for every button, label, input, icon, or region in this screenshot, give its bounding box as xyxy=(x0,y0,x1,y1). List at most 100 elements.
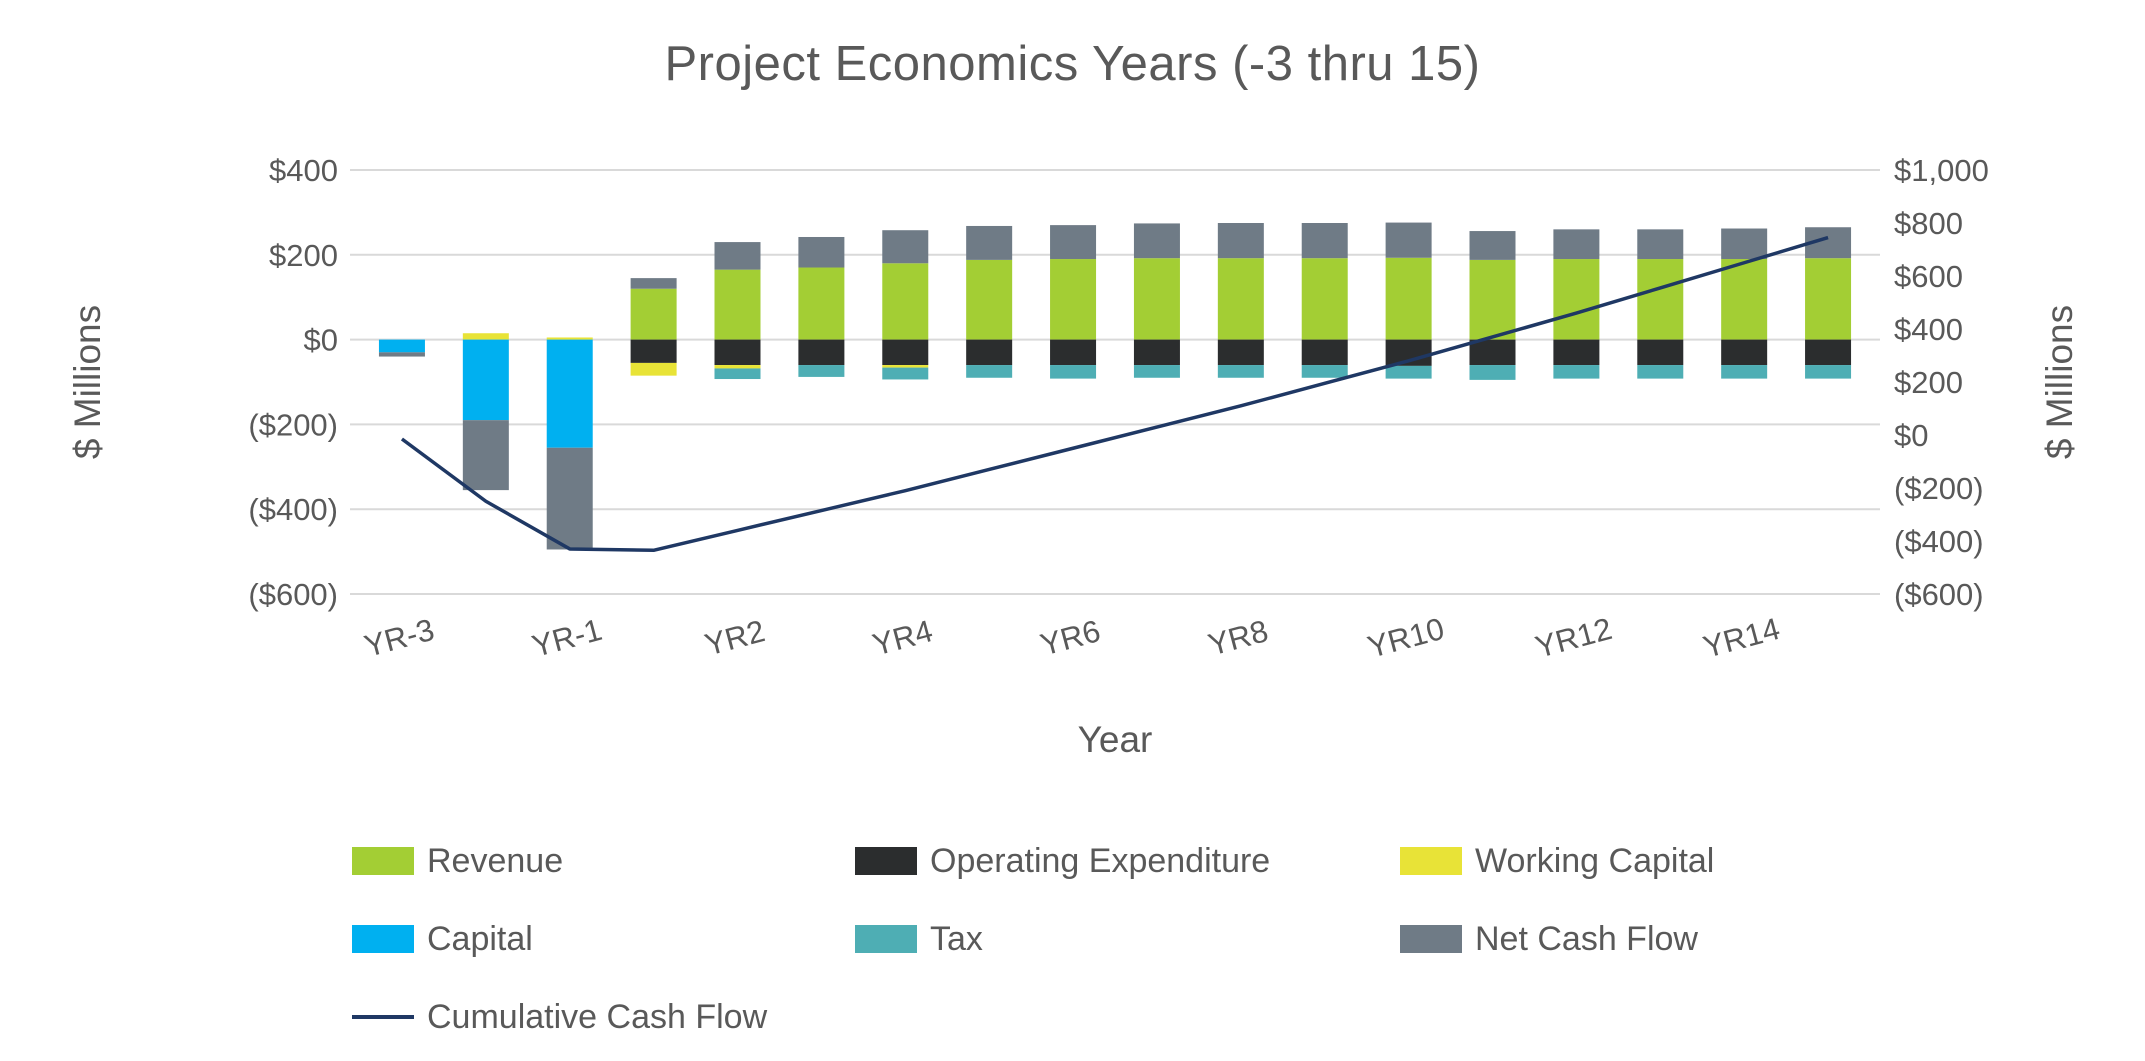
bar-segment-tax-yr14 xyxy=(1721,365,1768,379)
left-axis-ticks: $400 $200 $0 ($200) ($400) ($600) xyxy=(248,153,338,612)
legend-item-net-cash-flow: Net Cash Flow xyxy=(1400,920,1920,959)
right-axis-tick-label: $800 xyxy=(1894,206,1963,241)
bar-segment-net-cash-flow-yr13 xyxy=(1637,229,1684,260)
bar-segment-net-cash-flow-yr9 xyxy=(1301,223,1348,259)
bar-segment-revenue-yr12 xyxy=(1553,259,1600,340)
x-axis-ticks: YR-3 YR-1 YR2 YR4 YR6 YR8 YR10 YR12 YR14 xyxy=(361,611,1784,665)
bar-segment-revenue-yr1 xyxy=(630,288,677,340)
bar-segment-revenue-yr3 xyxy=(798,267,845,340)
right-axis-tick-label: $1,000 xyxy=(1894,153,1989,188)
x-axis-tick-label: YR10 xyxy=(1364,611,1448,665)
bar-segment-tax-yr9 xyxy=(1301,365,1348,378)
left-axis-tick-label: ($200) xyxy=(248,407,338,442)
bar-segment-revenue-yr8 xyxy=(1217,258,1264,340)
bar-segment-tax-yr10 xyxy=(1385,365,1432,379)
cumulative-cash-flow-line xyxy=(400,235,1829,553)
x-axis-tick-label: YR4 xyxy=(869,613,936,662)
bar-segment-operating-expenditure-yr3 xyxy=(798,339,845,366)
right-axis-title: $ Millions xyxy=(2039,305,2080,459)
bar-segment-operating-expenditure-yr8 xyxy=(1217,339,1264,366)
bar-segment-net-cash-flow-yr-2 xyxy=(462,420,509,491)
bar-segment-working-capital-yr2 xyxy=(714,365,761,369)
bar-segment-net-cash-flow-yr14 xyxy=(1721,228,1768,260)
right-axis-tick-label: $200 xyxy=(1894,365,1963,400)
bar-segment-capital-yr-1 xyxy=(546,339,593,448)
right-axis-tick-label: ($400) xyxy=(1894,524,1984,559)
bar-segment-tax-yr12 xyxy=(1553,365,1600,379)
bar-segment-revenue-yr13 xyxy=(1637,259,1684,340)
legend-item-operating-expenditure: Operating Expenditure xyxy=(855,842,1400,881)
bar-segment-tax-yr11 xyxy=(1469,365,1516,380)
left-axis-tick-label: $400 xyxy=(269,153,338,188)
bar-segment-revenue-yr15 xyxy=(1805,258,1852,340)
left-axis-tick-label: $0 xyxy=(304,323,338,358)
bar-segment-net-cash-flow-yr5 xyxy=(966,225,1013,260)
bar-segment-capital-yr-2 xyxy=(462,339,509,421)
bar-segment-tax-yr2 xyxy=(714,368,761,380)
legend-item-capital: Capital xyxy=(352,920,855,959)
legend-swatch-tax xyxy=(855,925,917,953)
legend-label: Net Cash Flow xyxy=(1475,919,1698,958)
bar-segment-tax-yr3 xyxy=(798,365,845,377)
x-axis-tick-label: YR-3 xyxy=(361,612,438,664)
bar-segment-operating-expenditure-yr9 xyxy=(1301,339,1348,366)
bar-segment-operating-expenditure-yr1 xyxy=(630,339,677,363)
bar-segment-net-cash-flow-yr10 xyxy=(1385,222,1432,258)
bar-segment-operating-expenditure-yr2 xyxy=(714,339,761,366)
legend-label: Capital xyxy=(427,919,533,958)
bar-segment-tax-yr15 xyxy=(1805,365,1852,379)
bar-segment-tax-yr8 xyxy=(1217,365,1264,378)
bar-segment-revenue-yr4 xyxy=(882,263,929,340)
bar-segment-operating-expenditure-yr13 xyxy=(1637,339,1684,366)
left-axis-tick-label: ($400) xyxy=(248,492,338,527)
bar-segment-revenue-yr6 xyxy=(1050,259,1097,340)
chart-title: Project Economics Years (-3 thru 15) xyxy=(664,37,1481,91)
legend-label: Operating Expenditure xyxy=(930,841,1271,880)
bar-segment-net-cash-flow-yr7 xyxy=(1133,223,1180,259)
bar-segment-tax-yr6 xyxy=(1050,365,1097,379)
bar-segment-net-cash-flow-yr3 xyxy=(798,236,845,268)
right-axis-tick-label: ($200) xyxy=(1894,471,1984,506)
x-axis-tick-label: YR12 xyxy=(1532,611,1616,665)
right-axis-tick-label: $600 xyxy=(1894,259,1963,294)
bar-segment-net-cash-flow-yr2 xyxy=(714,242,761,270)
bar-segment-net-cash-flow-yr8 xyxy=(1217,223,1264,259)
right-axis-ticks: $1,000 $800 $600 $400 $200 $0 ($200) ($400) ($60… xyxy=(1894,153,1989,612)
left-axis-tick-label: ($600) xyxy=(248,577,338,612)
bar-segment-net-cash-flow-yr-3 xyxy=(378,352,425,357)
bar-segment-tax-yr13 xyxy=(1637,365,1684,379)
x-axis-tick-label: YR14 xyxy=(1699,611,1783,665)
bar-segment-operating-expenditure-yr5 xyxy=(966,339,1013,366)
bar-segment-operating-expenditure-yr7 xyxy=(1133,339,1180,366)
x-axis-tick-label: YR-1 xyxy=(528,612,605,664)
bar-segment-revenue-yr11 xyxy=(1469,259,1516,340)
bar-segment-revenue-yr7 xyxy=(1133,258,1180,340)
x-axis-tick-label: YR2 xyxy=(701,613,768,662)
legend-swatch-working-capital xyxy=(1400,847,1462,875)
left-axis-title: $ Millions xyxy=(67,305,108,459)
bar-segment-working-capital-yr1 xyxy=(630,362,677,376)
legend-swatch-capital xyxy=(352,925,414,953)
bar-segment-revenue-yr5 xyxy=(966,259,1013,340)
bar-segment-operating-expenditure-yr6 xyxy=(1050,339,1097,366)
bar-segment-operating-expenditure-yr14 xyxy=(1721,339,1768,366)
bar-segment-tax-yr7 xyxy=(1133,365,1180,378)
bar-segment-tax-yr4 xyxy=(882,367,929,380)
bar-segment-working-capital-yr4 xyxy=(882,365,929,368)
bar-segment-net-cash-flow-yr1 xyxy=(630,278,677,289)
legend-item-revenue: Revenue xyxy=(352,842,855,881)
legend-item-tax: Tax xyxy=(855,920,1400,959)
bar-segment-net-cash-flow-yr6 xyxy=(1050,225,1097,260)
bar-segment-operating-expenditure-yr12 xyxy=(1553,339,1600,366)
bar-segment-revenue-yr2 xyxy=(714,269,761,340)
right-axis-tick-label: ($600) xyxy=(1894,577,1984,612)
gridlines xyxy=(350,169,1880,595)
legend-swatch-net-cash-flow xyxy=(1400,925,1462,953)
bar-segment-operating-expenditure-yr4 xyxy=(882,339,929,366)
bar-segment-net-cash-flow-yr-1 xyxy=(546,447,593,550)
bar-segment-capital-yr-3 xyxy=(378,339,425,353)
bar-segment-operating-expenditure-yr15 xyxy=(1805,339,1852,366)
left-axis-tick-label: $200 xyxy=(269,238,338,273)
stacked-bars xyxy=(378,222,1852,550)
